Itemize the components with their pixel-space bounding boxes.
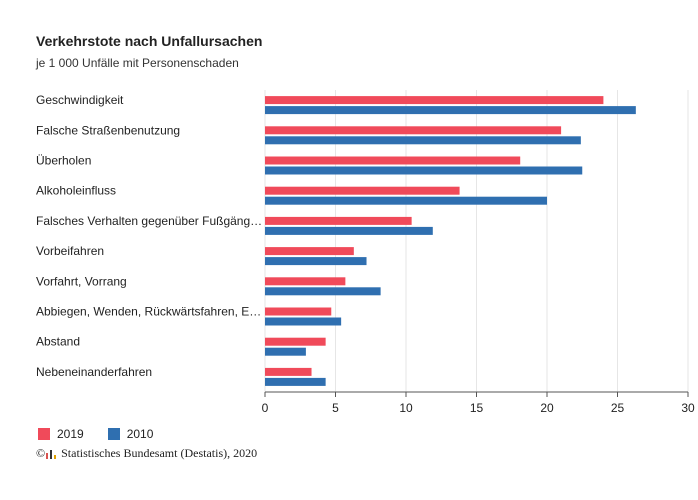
x-tick-label-2: 10 — [399, 401, 413, 415]
bar-2019-0 — [265, 96, 604, 105]
bar-2019-7 — [265, 307, 332, 316]
bar-2019-1 — [265, 126, 562, 135]
bar-chart: 0 5 10 15 20 25 30 Geschwindigkeit Falsche Straß… — [36, 90, 695, 415]
category-label-0: Geschwindigkeit — [36, 93, 124, 107]
chart-title: Verkehrstote nach Unfallursachen — [36, 33, 263, 49]
bar-2010-6 — [265, 287, 381, 296]
legend-swatch-2019 — [38, 428, 50, 440]
x-tick-label-1: 5 — [332, 401, 339, 415]
x-tick-label-5: 25 — [611, 401, 625, 415]
bar-2019-5 — [265, 247, 354, 256]
legend-label-2019: 2019 — [57, 427, 84, 441]
bar-2010-9 — [265, 377, 326, 386]
bar-2019-6 — [265, 277, 346, 286]
category-label-6: Vorfahrt, Vorrang — [36, 274, 127, 288]
bar-2010-5 — [265, 257, 367, 266]
category-label-8: Abstand — [36, 335, 80, 349]
category-label-5: Vorbeifahren — [36, 244, 104, 258]
bar-2019-2 — [265, 156, 521, 165]
legend-item-2019[interactable]: 2019 — [38, 427, 84, 441]
category-label-7: Abbiegen, Wenden, Rückwärtsfahren, E… — [36, 305, 261, 319]
destatis-logo-icon — [46, 449, 57, 459]
x-tick-label-0: 0 — [262, 401, 269, 415]
bar-2010-8 — [265, 347, 306, 356]
bar-2010-3 — [265, 196, 547, 205]
category-label-3: Alkoholeinfluss — [36, 184, 116, 198]
bar-2010-2 — [265, 166, 583, 175]
bar-2010-4 — [265, 226, 433, 235]
category-label-2: Überholen — [36, 154, 91, 168]
legend-swatch-2010 — [107, 428, 120, 440]
x-tick-label-6: 30 — [681, 401, 695, 415]
category-label-4: Falsches Verhalten gegenüber Fußgäng… — [36, 214, 262, 228]
legend-item-2010[interactable]: 2010 — [107, 427, 154, 441]
bar-2019-3 — [265, 186, 460, 195]
source-text: Statistisches Bundesamt (Destatis), 2020 — [61, 446, 258, 460]
source-footer: © Statistisches Bundesamt (Destatis), 20… — [36, 446, 257, 461]
x-tick-label-4: 20 — [540, 401, 554, 415]
bar-2010-1 — [265, 136, 581, 145]
legend-label-2010: 2010 — [126, 427, 154, 441]
bar-2010-7 — [265, 317, 342, 326]
chart-subtitle: je 1 000 Unfälle mit Personenschaden — [36, 56, 239, 70]
category-label-1: Falsche Straßenbenutzung — [36, 123, 180, 137]
bar-2010-0 — [265, 106, 636, 115]
copyright-symbol: © — [36, 446, 46, 460]
category-label-9: Nebeneinanderfahren — [36, 365, 152, 379]
x-tick-label-3: 15 — [470, 401, 484, 415]
bar-2019-9 — [265, 367, 312, 376]
bar-2019-8 — [265, 337, 326, 346]
legend: 2019 2010 — [38, 427, 177, 441]
bar-2019-4 — [265, 216, 412, 225]
